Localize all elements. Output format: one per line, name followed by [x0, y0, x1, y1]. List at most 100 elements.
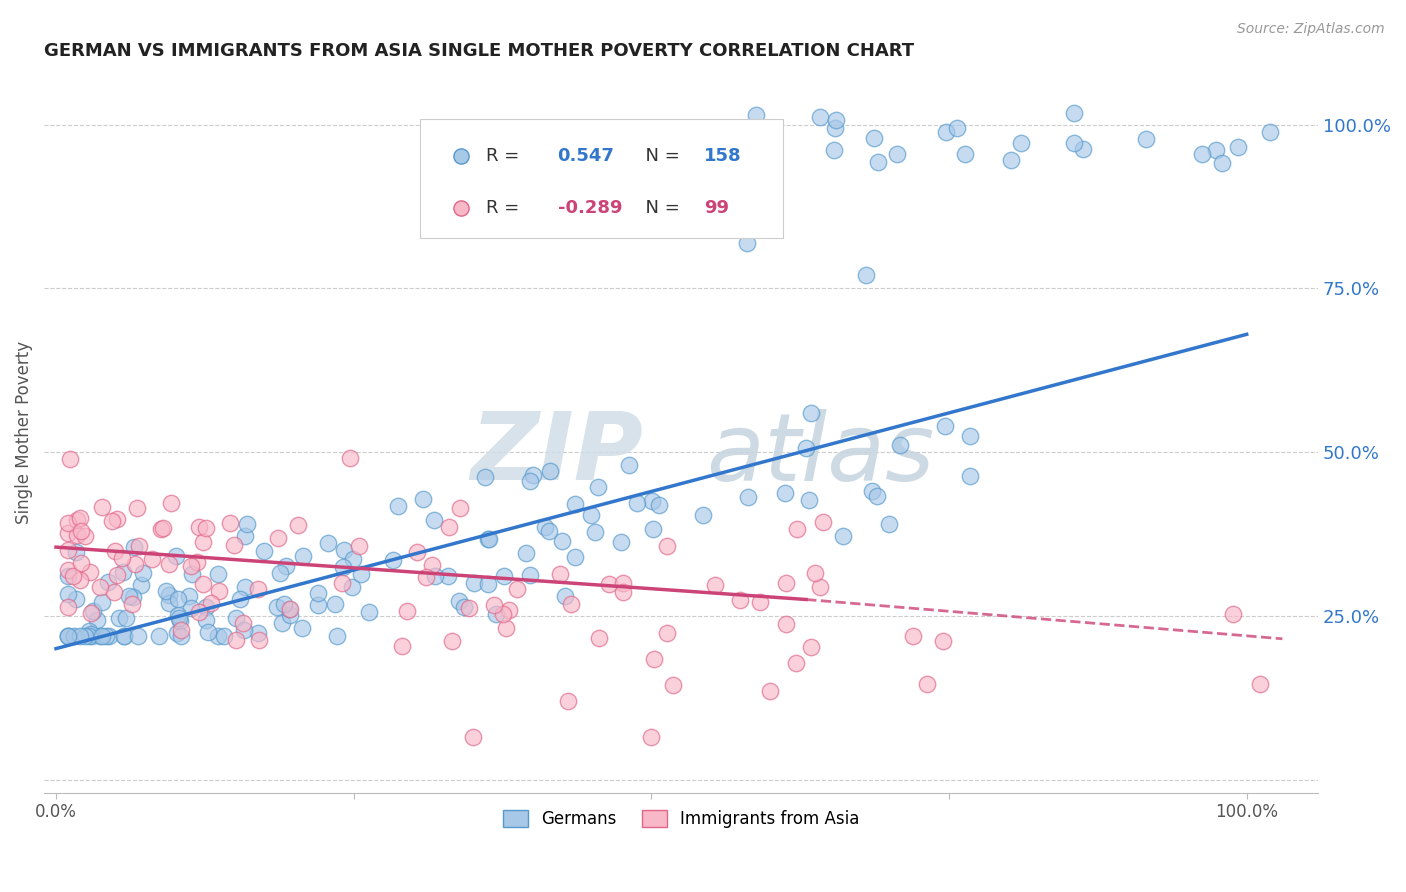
Point	[612, 576, 634, 591]
Point	[519, 567, 541, 582]
Point	[97, 575, 120, 590]
Point	[626, 496, 648, 510]
Point	[619, 458, 641, 473]
Point	[157, 596, 180, 610]
Point	[449, 501, 471, 516]
Point	[69, 574, 91, 588]
Point	[69, 628, 91, 642]
Point	[56, 526, 79, 541]
Point	[86, 613, 108, 627]
Point	[169, 614, 191, 628]
Point	[425, 569, 447, 583]
Point	[207, 566, 229, 581]
Point	[80, 627, 103, 641]
Text: Source: ZipAtlas.com: Source: ZipAtlas.com	[1237, 22, 1385, 37]
Point	[90, 628, 112, 642]
Point	[66, 528, 89, 542]
Point	[474, 470, 496, 484]
Point	[149, 523, 172, 537]
Point	[273, 598, 295, 612]
Point	[247, 632, 270, 647]
Point	[169, 624, 191, 638]
Point	[866, 489, 889, 503]
Point	[180, 600, 202, 615]
Point	[253, 544, 276, 558]
Point	[115, 610, 138, 624]
Point	[191, 535, 214, 549]
Point	[917, 677, 939, 691]
Point	[704, 578, 727, 592]
Point	[564, 497, 586, 511]
Point	[197, 625, 219, 640]
Point	[236, 516, 259, 531]
Point	[56, 587, 79, 601]
Point	[803, 566, 825, 581]
Point	[218, 516, 240, 530]
Point	[165, 549, 187, 563]
Point	[111, 550, 134, 565]
Point	[80, 606, 103, 620]
Text: GERMAN VS IMMIGRANTS FROM ASIA SINGLE MOTHER POVERTY CORRELATION CHART: GERMAN VS IMMIGRANTS FROM ASIA SINGLE MO…	[44, 42, 914, 60]
Point	[583, 524, 606, 539]
Point	[79, 565, 101, 579]
Point	[1000, 153, 1022, 167]
Point	[225, 611, 247, 625]
Point	[89, 628, 111, 642]
Point	[775, 617, 797, 632]
Point	[69, 511, 91, 525]
Point	[212, 628, 235, 642]
Point	[186, 555, 208, 569]
Y-axis label: Single Mother Poverty: Single Mother Poverty	[15, 341, 32, 524]
Point	[225, 632, 247, 647]
Point	[550, 567, 572, 582]
Point	[291, 621, 314, 635]
Point	[224, 537, 246, 551]
Point	[228, 591, 250, 606]
Point	[492, 607, 515, 621]
Point	[800, 406, 823, 420]
Text: 0.547: 0.547	[558, 146, 614, 165]
Point	[382, 552, 405, 566]
Point	[69, 556, 91, 570]
Point	[277, 602, 299, 616]
Point	[955, 146, 977, 161]
Point	[482, 598, 505, 612]
Point	[1191, 146, 1213, 161]
Point	[461, 730, 484, 744]
Point	[342, 581, 364, 595]
Point	[538, 464, 561, 478]
Point	[105, 512, 128, 526]
Point	[274, 559, 297, 574]
Point	[270, 615, 292, 630]
Point	[291, 549, 314, 563]
Point	[775, 486, 797, 500]
Point	[813, 516, 835, 530]
Point	[89, 580, 111, 594]
Point	[235, 529, 257, 543]
Point	[118, 590, 141, 604]
Point	[485, 607, 508, 622]
Point	[641, 494, 664, 508]
Point	[77, 628, 100, 642]
Point	[124, 557, 146, 571]
Point	[79, 624, 101, 638]
Point	[269, 566, 291, 581]
Point	[959, 429, 981, 443]
Point	[824, 121, 846, 136]
Point	[194, 521, 217, 535]
Point	[105, 568, 128, 582]
Point	[357, 605, 380, 619]
Point	[1222, 607, 1244, 621]
Point	[903, 628, 925, 642]
Point	[325, 597, 347, 611]
Point	[330, 575, 353, 590]
Point	[441, 634, 464, 648]
Point	[128, 539, 150, 553]
Point	[127, 628, 149, 642]
Point	[316, 536, 339, 550]
Point	[862, 130, 884, 145]
Point	[478, 532, 501, 546]
Point	[141, 551, 163, 566]
Point	[157, 588, 180, 602]
Point	[794, 441, 817, 455]
